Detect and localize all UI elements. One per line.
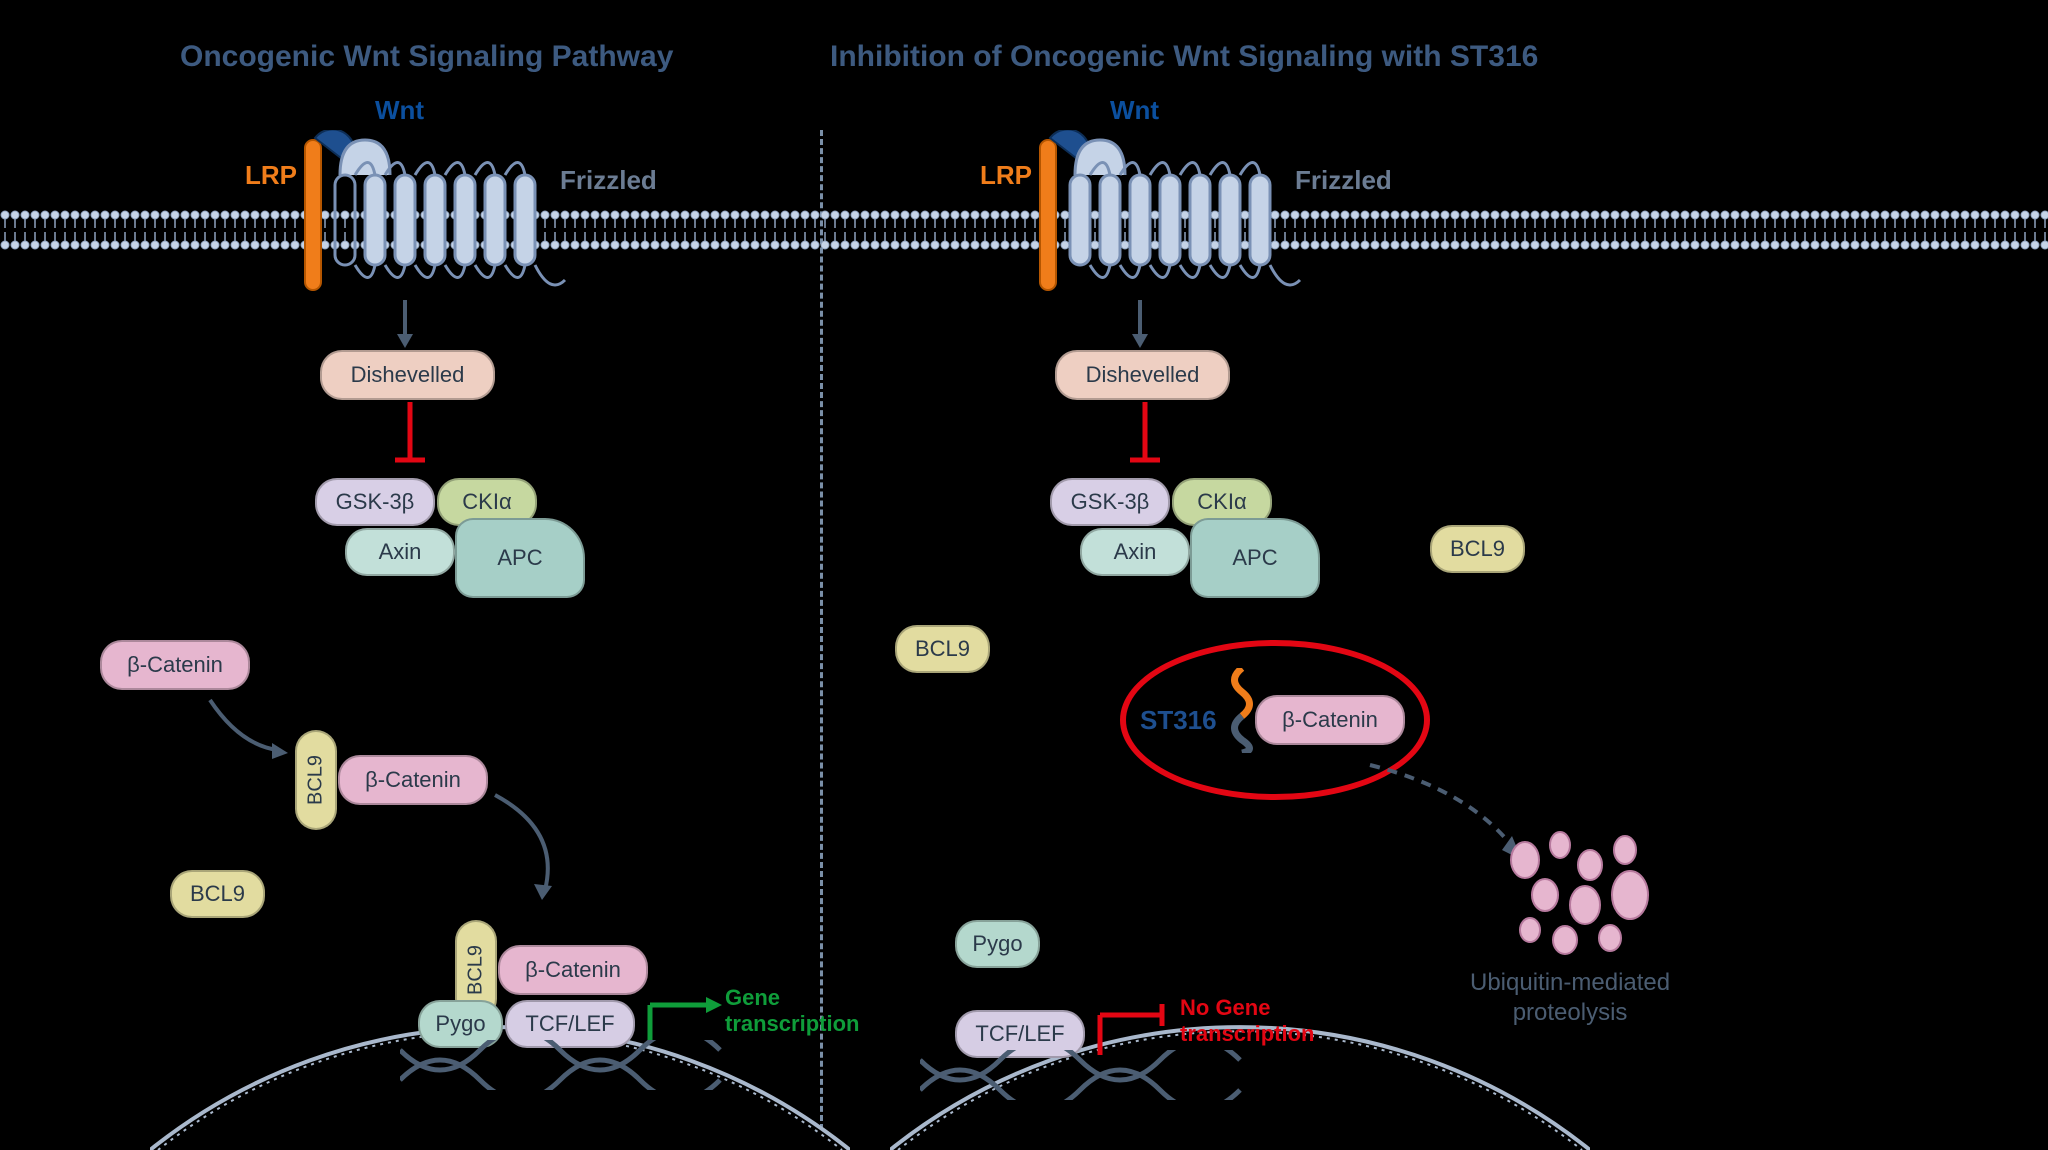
gene-transcription-arrow [640,990,730,1050]
wnt-label-right: Wnt [1110,95,1159,126]
inhibit-dsh-left [395,402,425,472]
arrow-into-nucleus-left [490,790,580,910]
axin-label-r: Axin [1114,539,1157,565]
no-gene-transcription-label: No Gene transcription [1180,995,1314,1048]
axin-label: Axin [379,539,422,565]
apc-left: APC [455,518,585,598]
axin-right: Axin [1080,528,1190,576]
bcl9-label: BCL9 [305,755,328,805]
st316-label: ST316 [1140,705,1217,736]
pygo-label-r: Pygo [972,931,1022,957]
dishevelled-label: Dishevelled [351,362,465,388]
bcl9-free-right-2: BCL9 [895,625,990,673]
arrow-fz-dsh-right [1125,300,1155,350]
gene-transcription-label: Gene transcription [725,985,859,1038]
lrp-label-right: LRP [980,160,1032,191]
bcl9-label-r1: BCL9 [1450,536,1505,562]
proteolysis-blobs [1500,830,1670,960]
gsk3b-label-r: GSK-3β [1071,489,1150,515]
bcatenin-label: β-Catenin [127,652,223,678]
tcflef-label-r: TCF/LEF [975,1021,1064,1047]
dishevelled-label-r: Dishevelled [1086,362,1200,388]
proteolysis-label: Ubiquitin-mediated proteolysis [1470,968,1670,1028]
tcflef-label: TCF/LEF [525,1011,614,1037]
bcl9-bound-left: BCL9 [295,730,337,830]
axin-left: Axin [345,528,455,576]
bcl9-free-left: BCL9 [170,870,265,918]
no-gene-transcription-mark [1090,1000,1180,1060]
inhibit-dsh-right [1130,402,1160,472]
pygo-right: Pygo [955,920,1040,968]
bcl9-free-right-1: BCL9 [1430,525,1525,573]
bcatenin-free-left: β-Catenin [100,640,250,690]
bcl9-label-2: BCL9 [190,881,245,907]
bcl9-label-r2: BCL9 [915,636,970,662]
bcatenin-bound-left: β-Catenin [338,755,488,805]
pygo-label: Pygo [435,1011,485,1037]
apc-label-r: APC [1232,545,1277,571]
ckia-label: CKIα [462,489,511,515]
bcatenin-label-2: β-Catenin [365,767,461,793]
bcatenin-label-3: β-Catenin [525,957,621,983]
title-left: Oncogenic Wnt Signaling Pathway [180,40,673,74]
frizzled-label-right: Frizzled [1295,165,1392,196]
apc-label: APC [497,545,542,571]
frizzled-label-left: Frizzled [560,165,657,196]
wnt-label-left: Wnt [375,95,424,126]
gsk3b-label: GSK-3β [336,489,415,515]
apc-right: APC [1190,518,1320,598]
dishevelled-right: Dishevelled [1055,350,1230,400]
arrow-bcat-complex-left [200,695,300,765]
receptor-complex-left [270,130,640,310]
title-right: Inhibition of Oncogenic Wnt Signaling wi… [830,40,1538,74]
bcatenin-nucleus-left: β-Catenin [498,945,648,995]
gsk3b-left: GSK-3β [315,478,435,526]
bcatenin-st316: β-Catenin [1255,695,1405,745]
gsk3b-right: GSK-3β [1050,478,1170,526]
dishevelled-left: Dishevelled [320,350,495,400]
bcatenin-label-r: β-Catenin [1282,707,1378,733]
receptor-complex-right [1005,130,1375,310]
bcl9-label-3: BCL9 [465,945,488,995]
ckia-label-r: CKIα [1197,489,1246,515]
lrp-label-left: LRP [245,160,297,191]
arrow-fz-dsh-left [390,300,420,350]
